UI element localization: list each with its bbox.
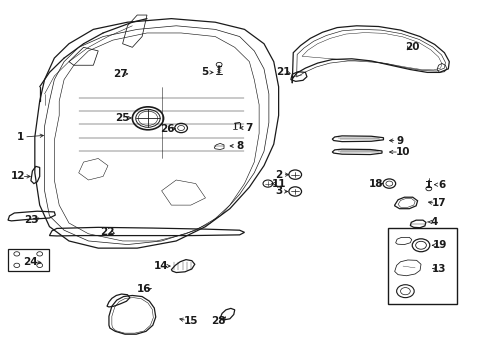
Text: 20: 20 [405, 42, 419, 52]
Text: 24: 24 [23, 257, 38, 267]
Text: 10: 10 [395, 147, 409, 157]
Text: 5: 5 [201, 67, 208, 77]
Text: 3: 3 [274, 186, 282, 197]
Text: 18: 18 [368, 179, 383, 189]
Text: 28: 28 [211, 316, 225, 325]
Text: 22: 22 [100, 227, 114, 237]
Text: 17: 17 [431, 198, 446, 208]
Text: 8: 8 [236, 141, 243, 151]
Text: 23: 23 [23, 215, 38, 225]
Text: 4: 4 [430, 217, 437, 227]
Text: 1: 1 [17, 132, 24, 142]
Bar [387, 228, 456, 304]
Text: 2: 2 [274, 170, 282, 180]
Text: 6: 6 [437, 180, 445, 190]
Text: 27: 27 [113, 69, 127, 79]
Text: 15: 15 [183, 316, 198, 325]
Text: 7: 7 [245, 123, 253, 133]
Bar [8, 249, 49, 271]
Text: 11: 11 [271, 179, 285, 189]
Text: 14: 14 [154, 261, 168, 271]
Text: 16: 16 [137, 284, 151, 294]
Text: 21: 21 [276, 67, 290, 77]
Text: 19: 19 [431, 240, 446, 250]
Text: 12: 12 [10, 171, 25, 181]
Text: 25: 25 [115, 113, 130, 123]
Text: 9: 9 [396, 136, 403, 145]
Text: 13: 13 [431, 264, 446, 274]
Text: 26: 26 [160, 124, 174, 134]
